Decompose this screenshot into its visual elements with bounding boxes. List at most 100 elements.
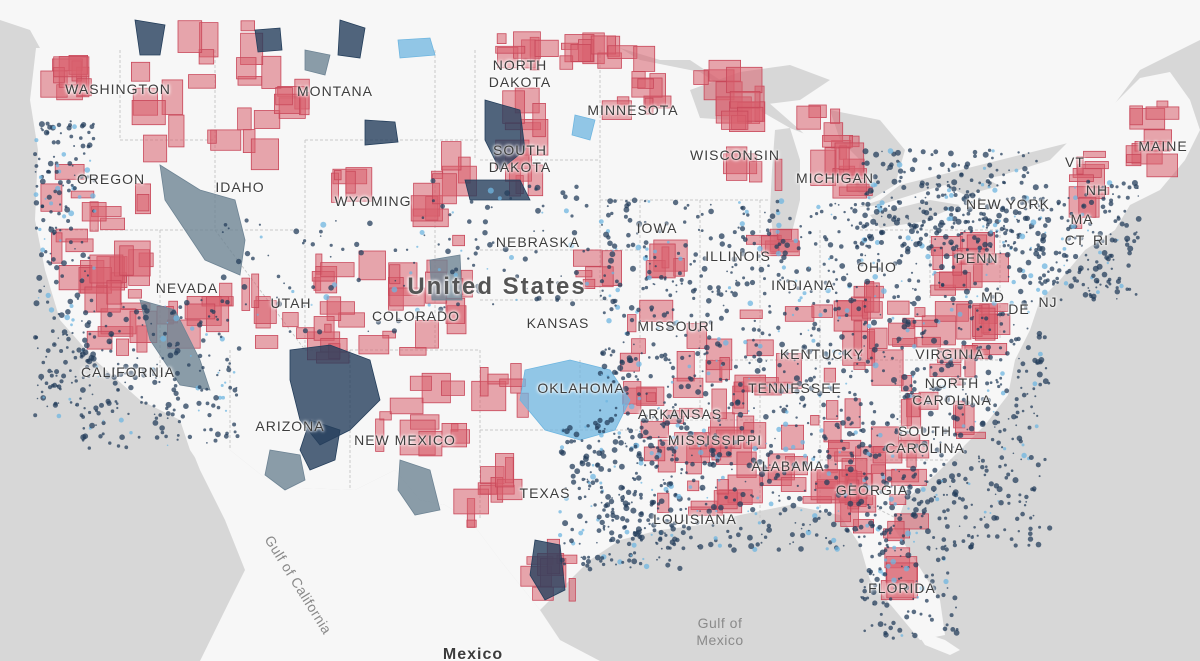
coverage-dot — [541, 204, 545, 208]
coverage-dot — [840, 275, 847, 282]
coverage-dot — [886, 213, 892, 219]
coverage-dot — [613, 465, 616, 468]
coverage-dot — [660, 547, 663, 550]
coverage-dot — [607, 347, 611, 351]
coverage-dot — [707, 335, 712, 340]
coverage-dot — [580, 556, 583, 559]
coverage-dot — [69, 240, 73, 245]
coverage-dot — [1015, 424, 1018, 427]
coverage-dot — [1073, 195, 1078, 200]
coverage-dot — [952, 221, 956, 225]
coverage-dot — [82, 152, 86, 155]
coverage-dot — [775, 250, 782, 257]
coverage-dot — [689, 535, 693, 540]
coverage-dot — [752, 354, 757, 359]
coverage-dot — [832, 282, 836, 286]
coverage-dot — [999, 358, 1003, 362]
coverage-dot — [1003, 208, 1009, 214]
coverage-dot — [33, 335, 38, 340]
coverage-dot — [915, 295, 921, 302]
coverage-dot — [858, 524, 864, 530]
state-label-illinois: ILLINOIS — [705, 248, 771, 264]
coverage-dot — [77, 195, 82, 199]
coverage-dot — [814, 533, 819, 537]
coverage-dot — [267, 254, 270, 257]
coverage-dot — [945, 623, 949, 627]
coverage-dot — [987, 354, 993, 360]
coverage-dot — [1020, 511, 1025, 517]
coverage-dot — [1007, 501, 1011, 505]
coverage-dot — [747, 410, 750, 412]
coverage-dot — [627, 217, 633, 223]
coverage-area-red — [161, 79, 184, 115]
coverage-dot — [175, 341, 180, 346]
coverage-dot — [1065, 259, 1069, 262]
coverage-dot — [1063, 281, 1069, 286]
coverage-dot — [92, 266, 96, 270]
coverage-area-red — [1146, 153, 1179, 178]
coverage-dot — [849, 423, 852, 426]
coverage-dot — [49, 210, 53, 214]
coverage-dot — [1025, 501, 1028, 503]
coverage-dot — [761, 519, 766, 525]
coverage-dot — [739, 221, 745, 227]
coverage-dot — [928, 497, 935, 503]
coverage-dot — [601, 289, 604, 292]
coverage-dot — [1004, 388, 1010, 394]
coverage-dot — [871, 319, 877, 326]
coverage-dot — [69, 369, 72, 372]
coverage-dot — [999, 252, 1002, 255]
coverage-dot — [1038, 475, 1041, 478]
coverage-dot — [832, 270, 836, 274]
coverage-dot — [867, 503, 870, 507]
coverage-dot — [878, 541, 882, 546]
coverage-dot — [1004, 476, 1009, 480]
coverage-dot — [891, 577, 897, 583]
coverage-dot — [1024, 207, 1028, 211]
coverage-area-navy — [337, 19, 366, 59]
coverage-dot — [861, 421, 865, 425]
coverage-dot — [892, 545, 897, 550]
coverage-dot — [641, 286, 645, 291]
coverage-dot — [968, 354, 973, 359]
coverage-dot — [542, 229, 545, 232]
coverage-dot — [1022, 215, 1028, 221]
coverage-dot — [799, 225, 802, 228]
coverage-dot — [625, 331, 630, 337]
coverage-dot — [1007, 313, 1010, 316]
coverage-dot — [656, 326, 660, 331]
coverage-dot — [898, 235, 902, 240]
coverage-area-red — [679, 407, 703, 418]
coverage-dot — [802, 291, 807, 296]
coverage-dot — [221, 395, 225, 400]
coverage-dot — [775, 454, 781, 460]
coverage-dot — [160, 430, 165, 435]
coverage-dot — [54, 226, 58, 229]
coverage-dot — [1082, 292, 1089, 298]
coverage-dot — [55, 139, 61, 145]
coverage-dot — [919, 612, 923, 616]
coverage-dot — [816, 506, 820, 510]
coverage-dot — [905, 246, 911, 252]
coverage-dot — [1124, 235, 1131, 242]
coverage-dot — [821, 402, 826, 408]
coverage-dot — [599, 559, 603, 563]
coverage-dot — [985, 226, 989, 229]
coverage-area-red — [452, 234, 466, 247]
coverage-dot — [670, 526, 676, 532]
coverage-dot — [599, 481, 603, 485]
coverage-dot — [910, 370, 916, 376]
coverage-dot — [659, 275, 664, 280]
coverage-dot — [863, 305, 867, 308]
coverage-dot — [205, 333, 208, 336]
coverage-dot — [585, 563, 590, 568]
coverage-dot — [737, 226, 740, 229]
coverage-dot — [828, 540, 833, 545]
coverage-dot — [725, 290, 728, 293]
coverage-dot — [1014, 403, 1019, 408]
coverage-dot — [782, 471, 787, 476]
coverage-dot — [36, 347, 39, 350]
coverage-dot — [966, 211, 971, 216]
